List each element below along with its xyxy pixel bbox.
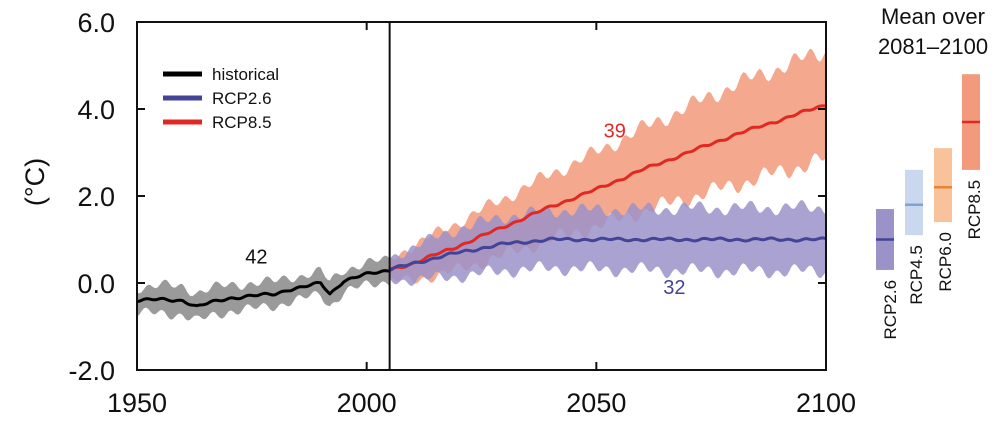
x-tick-label: 2100	[796, 388, 856, 418]
period-mean-bars: RCP2.6 RCP4.5 RCP6.0 RCP8.5	[876, 74, 984, 339]
series-lines	[136, 104, 827, 308]
mean-bar-RCP6.0	[934, 148, 952, 223]
y-tick-label: 2.0	[77, 182, 115, 212]
mean-label-RCP2.6: RCP2.6	[881, 280, 900, 340]
count-label-RCP2.6: 32	[663, 277, 685, 299]
band-RCP2.6	[389, 200, 826, 286]
period-means-title-2: 2081–2100	[878, 34, 988, 59]
legend-label-RCP2.6: RCP2.6	[212, 89, 272, 108]
mean-bar-RCP4.5	[905, 169, 923, 236]
y-tick-label: -2.0	[68, 356, 115, 386]
y-axis-label: (°C)	[20, 158, 50, 206]
count-label-RCP8.5: 39	[604, 120, 626, 142]
line-RCP8.5	[388, 104, 827, 272]
count-label-historical: 42	[245, 246, 267, 268]
line-historical	[136, 269, 390, 308]
period-means-title-1: Mean over	[881, 4, 985, 29]
legend: historical RCP2.6 RCP8.5	[163, 65, 279, 132]
legend-label-historical: historical	[212, 65, 279, 84]
mean-label-RCP8.5: RCP8.5	[965, 180, 984, 240]
x-tick-label: 2000	[337, 388, 397, 418]
y-tick-label: 6.0	[77, 8, 115, 38]
y-tick-label: 0.0	[77, 269, 115, 299]
legend-label-RCP8.5: RCP8.5	[212, 113, 272, 132]
model-count-labels: 42 32 39	[245, 120, 685, 299]
mean-label-RCP4.5: RCP4.5	[907, 245, 926, 305]
line-RCP2.6	[388, 236, 827, 272]
mean-label-RCP6.0: RCP6.0	[936, 232, 955, 292]
x-tick-label: 2050	[566, 388, 626, 418]
x-tick-label: 1950	[107, 388, 167, 418]
y-tick-label: 4.0	[77, 95, 115, 125]
